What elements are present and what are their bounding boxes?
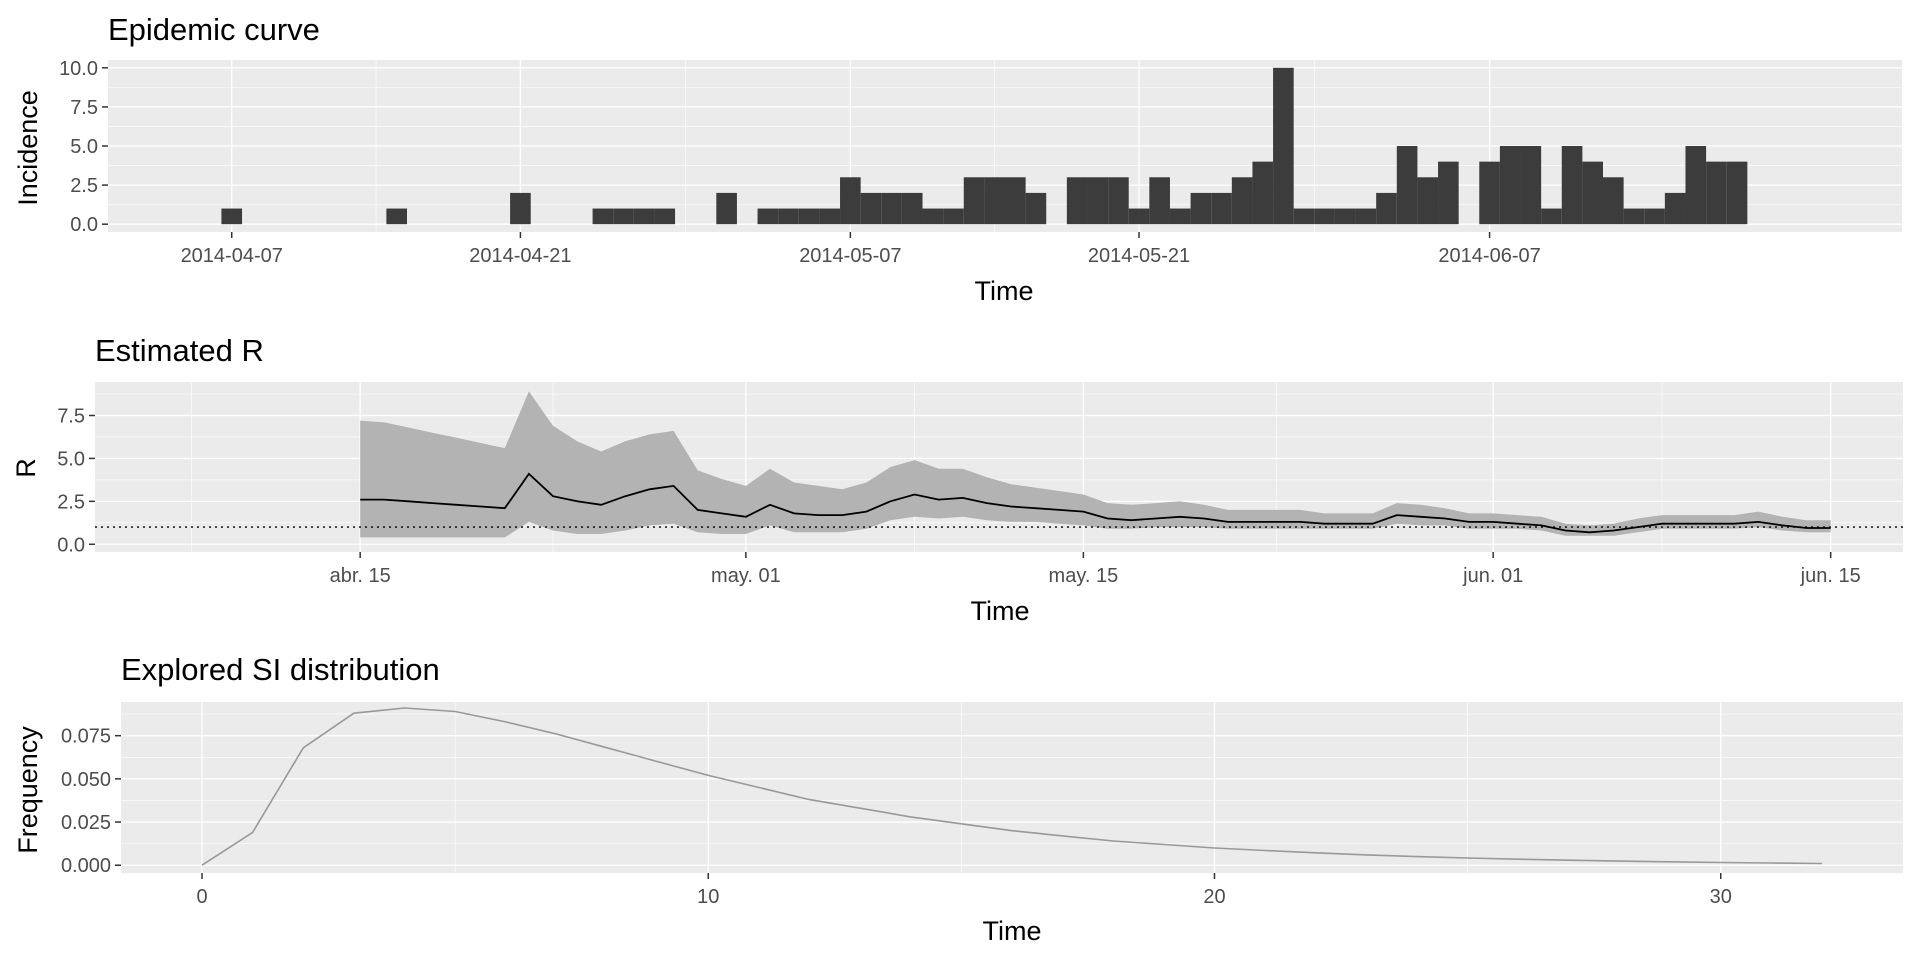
epi-bar: [1685, 146, 1707, 225]
epi-x-tick-label: 2014-05-21: [1088, 245, 1190, 267]
r-x-tick-label: jun. 15: [1800, 565, 1861, 587]
epi-bar: [1499, 146, 1521, 225]
r-x-tick-label: may. 01: [711, 565, 781, 587]
epi-bar: [1087, 177, 1109, 225]
epi-bar: [984, 177, 1005, 225]
epi-bar: [922, 208, 944, 225]
epi-bar: [654, 208, 676, 225]
estimated-r-title: Estimated R: [95, 333, 264, 368]
si-x-tick-label: 30: [1710, 886, 1732, 908]
epi-bar: [1520, 146, 1542, 225]
r-y-tick-label: 7.5: [57, 405, 85, 427]
epi-bar: [881, 192, 902, 225]
r-y-tick-label: 2.5: [57, 491, 85, 513]
epi-bar: [1128, 208, 1150, 225]
epi-bar: [1149, 177, 1170, 225]
epi-bar: [1541, 208, 1562, 225]
epi-bar: [757, 208, 779, 225]
si-distribution-plot-background: [121, 702, 1903, 873]
epi-y-tick-label: 2.5: [70, 175, 98, 197]
si-distribution-title: Explored SI distribution: [121, 652, 440, 687]
r-x-tick-label: abr. 15: [330, 565, 391, 587]
r-mean-line: [360, 472, 1831, 534]
epi-x-tick-label: 2014-06-07: [1438, 245, 1540, 267]
epi-bar: [386, 208, 407, 225]
epi-bar: [716, 192, 737, 225]
epi-bar: [1314, 208, 1335, 225]
epidemic-curve-title: Epidemic curve: [108, 12, 320, 47]
epi-bar: [1561, 146, 1583, 225]
si-x-tick-label: 0: [196, 886, 207, 908]
epi-bar: [592, 208, 614, 225]
si-x-tick-label: 20: [1203, 886, 1225, 908]
si-distribution-y-axis-title: Frequency: [13, 726, 43, 854]
epi-x-tick-label: 2014-04-21: [469, 245, 571, 267]
epi-bar: [1190, 192, 1212, 225]
epi-bar: [510, 192, 531, 225]
epi-bar: [1334, 208, 1356, 225]
epi-bar: [860, 192, 882, 225]
epi-bar: [1726, 161, 1748, 225]
epi-x-tick-label: 2014-04-07: [181, 245, 283, 267]
si-y-tick-label: 0.025: [61, 812, 111, 834]
si-distribution-line: [201, 707, 1823, 866]
epi-y-tick-label: 5.0: [70, 136, 98, 158]
epi-bar: [1025, 192, 1047, 225]
epi-bar: [1211, 192, 1232, 225]
epi-bar: [1438, 161, 1459, 225]
epi-bar: [1396, 146, 1418, 225]
si-y-tick-label: 0.050: [61, 769, 111, 791]
epi-x-tick-label: 2014-05-07: [799, 245, 901, 267]
epi-bar: [1273, 67, 1294, 225]
estimated-r-panel: Estimated R abr. 15 may. 01 may. 15 jun. 01…: [11, 333, 1903, 626]
si-y-tick-label: 0.000: [61, 855, 111, 877]
r-credible-interval-band: [360, 391, 1831, 538]
epidemic-curve-y-axis-title: Incidence: [13, 90, 43, 206]
estimated-r-y-axis-title: R: [11, 458, 41, 478]
r-x-tick-label: may. 15: [1049, 565, 1119, 587]
si-y-tick-label: 0.075: [61, 726, 111, 748]
epi-bar: [1066, 177, 1088, 225]
epi-bar: [1376, 192, 1397, 225]
r-x-tick-label: jun. 01: [1462, 565, 1523, 587]
epi-bar: [1603, 177, 1624, 225]
epi-bar: [613, 208, 634, 225]
epi-bar: [819, 208, 841, 225]
epi-bar: [1293, 208, 1315, 225]
epi-bar: [1479, 161, 1500, 225]
si-x-tick-label: 10: [697, 886, 719, 908]
r-y-tick-label: 5.0: [57, 448, 85, 470]
epi-bar: [798, 208, 820, 225]
epi-bar: [778, 208, 799, 225]
si-distribution-x-axis-title: Time: [983, 916, 1042, 946]
r-y-tick-label: 0.0: [57, 534, 85, 556]
epi-bar: [1005, 177, 1026, 225]
epi-y-tick-label: 0.0: [70, 214, 98, 236]
epi-bar: [840, 177, 861, 225]
epi-bar: [1355, 208, 1377, 225]
epi-bar: [1664, 192, 1686, 225]
epi-bar: [963, 177, 985, 225]
epi-bar: [1231, 177, 1253, 225]
epi-bar: [1706, 161, 1727, 225]
epi-bar: [1169, 208, 1191, 225]
epidemic-curve-panel: Epidemic curve 2014-04-07 2014-04-21 2014-…: [13, 12, 1902, 306]
epi-bar: [1252, 161, 1274, 225]
epi-bar: [221, 208, 243, 225]
epi-bar: [1644, 208, 1665, 225]
epi-bar: [943, 208, 964, 225]
epi-bar: [901, 192, 923, 225]
epidemic-curve-x-axis-title: Time: [975, 276, 1034, 306]
epi-y-tick-label: 7.5: [70, 97, 98, 119]
epi-y-tick-label: 10.0: [59, 58, 98, 80]
epi-bar: [1108, 177, 1129, 225]
epi-bar: [1417, 177, 1439, 225]
epi-bar: [633, 208, 655, 225]
si-distribution-panel: Explored SI distribution 0 10 20 30 0.000 0.…: [13, 652, 1903, 946]
epi-bar: [1582, 161, 1603, 225]
epi-bar: [1623, 208, 1645, 225]
estimated-r-x-axis-title: Time: [971, 596, 1030, 626]
